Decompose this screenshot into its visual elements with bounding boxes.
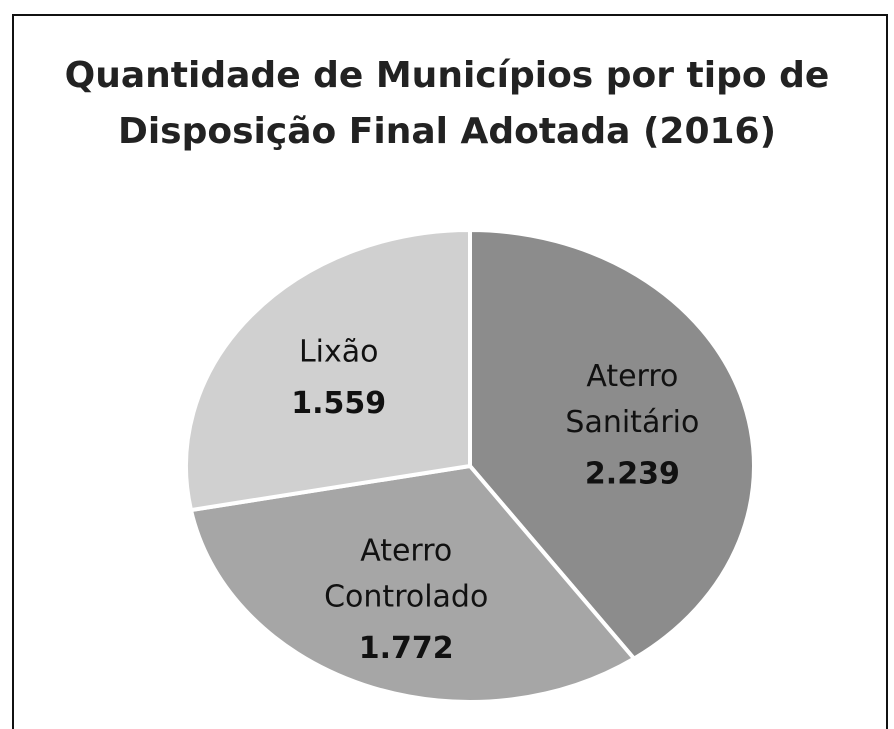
slice-label-line: Controlado xyxy=(324,579,488,614)
chart-title: Quantidade de Municípios por tipo de Dis… xyxy=(64,55,830,152)
pie-slice xyxy=(468,227,756,662)
slice-label: Lixão xyxy=(299,334,379,369)
pie-slice xyxy=(188,463,638,704)
pie-slice xyxy=(184,227,472,513)
slice-label-line: Lixão xyxy=(299,334,379,369)
slice-label: Aterro Controlado xyxy=(324,533,488,614)
value-label: 1.559 xyxy=(291,386,386,421)
slice-label-line: Aterro xyxy=(360,533,452,568)
slice-label: Aterro Sanitário xyxy=(565,359,699,440)
slice-label-line: Sanitário xyxy=(565,405,699,440)
frame xyxy=(12,14,888,729)
value-label: 1.772 xyxy=(359,631,454,666)
slice-label-line: Aterro xyxy=(586,359,678,394)
value-label: 2.239 xyxy=(585,457,680,492)
